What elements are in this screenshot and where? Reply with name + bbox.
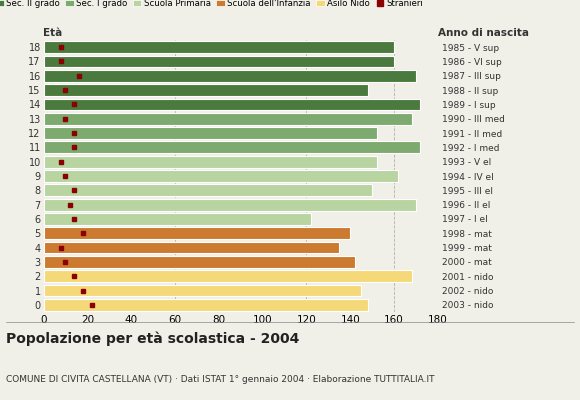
Bar bbox=[44, 299, 368, 311]
Bar bbox=[44, 142, 420, 153]
Bar bbox=[44, 56, 394, 67]
Bar bbox=[44, 41, 394, 53]
Text: COMUNE DI CIVITA CASTELLANA (VT) · Dati ISTAT 1° gennaio 2004 · Elaborazione TUT: COMUNE DI CIVITA CASTELLANA (VT) · Dati … bbox=[6, 375, 434, 384]
Bar bbox=[44, 199, 416, 210]
Bar bbox=[44, 98, 420, 110]
Text: Popolazione per età scolastica - 2004: Popolazione per età scolastica - 2004 bbox=[6, 332, 299, 346]
Bar bbox=[44, 156, 376, 168]
Bar bbox=[44, 242, 339, 254]
Bar bbox=[44, 170, 398, 182]
Bar bbox=[44, 113, 412, 125]
Text: Età: Età bbox=[44, 28, 63, 38]
Bar bbox=[44, 184, 372, 196]
Bar bbox=[44, 84, 368, 96]
Bar bbox=[44, 285, 361, 296]
Bar bbox=[44, 70, 416, 82]
Bar bbox=[44, 127, 376, 139]
Bar bbox=[44, 213, 311, 225]
Bar bbox=[44, 227, 350, 239]
Bar bbox=[44, 270, 412, 282]
Legend: Sec. II grado, Sec. I grado, Scuola Primaria, Scuola dell'Infanzia, Asilo Nido, : Sec. II grado, Sec. I grado, Scuola Prim… bbox=[0, 0, 423, 8]
Text: Anno di nascita: Anno di nascita bbox=[438, 28, 529, 38]
Bar bbox=[44, 256, 354, 268]
